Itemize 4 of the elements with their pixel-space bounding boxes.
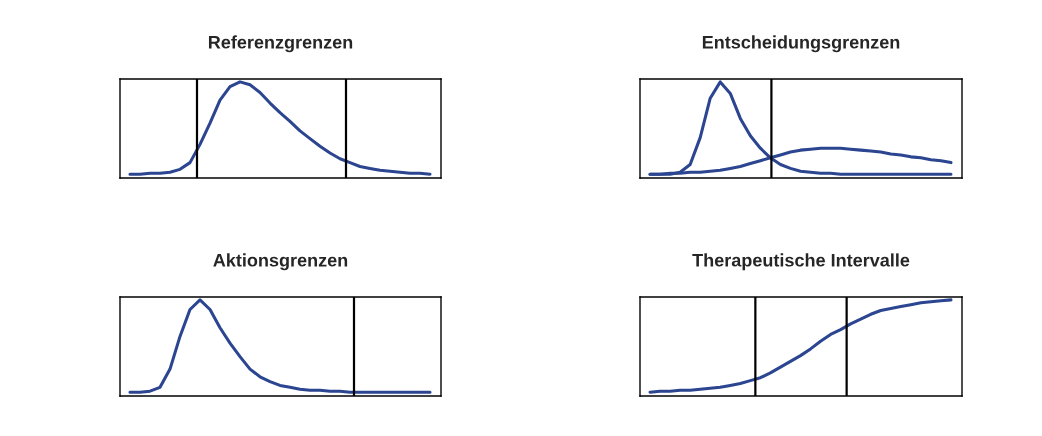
chart-title: Referenzgrenzen (208, 35, 353, 53)
chart-title: Entscheidungsgrenzen (702, 35, 900, 53)
chart-title: Therapeutische Intervalle (692, 253, 910, 271)
chart-title: Aktionsgrenzen (213, 253, 348, 271)
